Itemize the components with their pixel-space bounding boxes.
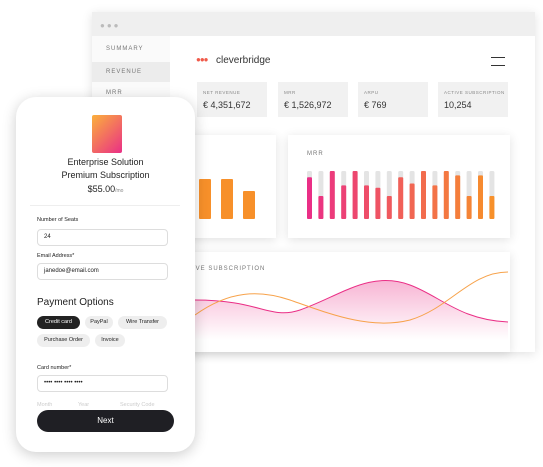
nav-item[interactable]: MRR (106, 90, 123, 96)
line (194, 280, 509, 323)
bar (364, 185, 369, 219)
bar (478, 175, 483, 219)
bar (432, 185, 438, 219)
kpi-value: € 769 (364, 100, 387, 110)
bar (307, 177, 312, 219)
payment-option[interactable]: PayPal (85, 316, 113, 329)
kpi-label: ACTIVE SUBSCRIPTION (444, 90, 505, 95)
kpi-value: € 1,526,972 (284, 100, 332, 110)
bar (409, 183, 415, 219)
payment-option[interactable]: Invoice (95, 334, 125, 347)
nav-item[interactable]: SUMMARY (106, 46, 144, 52)
input[interactable]: 24 (37, 229, 168, 246)
phone (16, 97, 195, 452)
logo-dots: ●●● (196, 55, 208, 64)
period: /mo (115, 188, 124, 194)
payment-option[interactable]: Credit card (37, 316, 80, 329)
kpi-value: € 4,351,672 (203, 100, 251, 110)
bar (455, 175, 461, 219)
logo: cleverbridge (216, 55, 271, 66)
bar (398, 177, 404, 219)
price: $55.00 (87, 184, 116, 194)
nav-item[interactable]: REVENUE (92, 62, 170, 82)
bar (443, 171, 449, 219)
bar (329, 171, 335, 219)
input[interactable]: •••• •••• •••• •••• (37, 375, 168, 392)
line (194, 271, 509, 324)
input[interactable]: janedoe@email.com (37, 263, 168, 280)
field-label: Month (37, 402, 53, 408)
kpi-card: ACTIVE SUBSCRIPTION 10,254 (438, 82, 508, 117)
bar (243, 191, 255, 219)
bars (199, 171, 495, 219)
product-name: Enterprise Solution (67, 157, 144, 167)
menu-icon[interactable] (491, 57, 505, 66)
payment-option[interactable]: Wire Transfer (118, 316, 167, 329)
title-bar (92, 12, 535, 36)
field-label: Security Code (120, 402, 155, 408)
divider (30, 205, 180, 206)
window-dots: ●●● (100, 21, 121, 30)
field-label: Year (78, 402, 90, 408)
kpi-label: ARPU (364, 90, 379, 95)
chart-title: ACTIVE SUBSCRIPTION (178, 266, 266, 272)
section-title: Payment Options (37, 297, 114, 308)
kpi-card: ARPU € 769 (358, 82, 428, 117)
bar (341, 185, 347, 219)
kpi-value: 10,254 (444, 100, 472, 110)
kpi-label: NET REVENUE (203, 90, 241, 95)
bar (386, 195, 392, 219)
area (195, 280, 508, 340)
bar (375, 187, 381, 219)
kpi-label: MRR (284, 90, 296, 95)
field-label: Card number* (37, 365, 72, 371)
product-name: Premium Subscription (61, 170, 150, 180)
bar (352, 171, 358, 219)
next-button[interactable]: Next (37, 410, 174, 432)
kpi-card: MRR € 1,526,972 (278, 82, 348, 117)
bar (221, 179, 233, 219)
bar (318, 195, 324, 219)
field-label: Number of Seats (37, 217, 79, 223)
price: $55.00/mo (16, 184, 195, 194)
bar (466, 195, 472, 219)
bar (489, 195, 495, 219)
product-icon (92, 115, 122, 153)
bar (199, 179, 211, 219)
kpi-card: NET REVENUE € 4,351,672 (197, 82, 267, 117)
chart-title: MRR (307, 151, 324, 157)
bar (421, 171, 426, 219)
field-label: Email Address* (37, 253, 75, 259)
payment-option[interactable]: Purchase Order (37, 334, 90, 347)
